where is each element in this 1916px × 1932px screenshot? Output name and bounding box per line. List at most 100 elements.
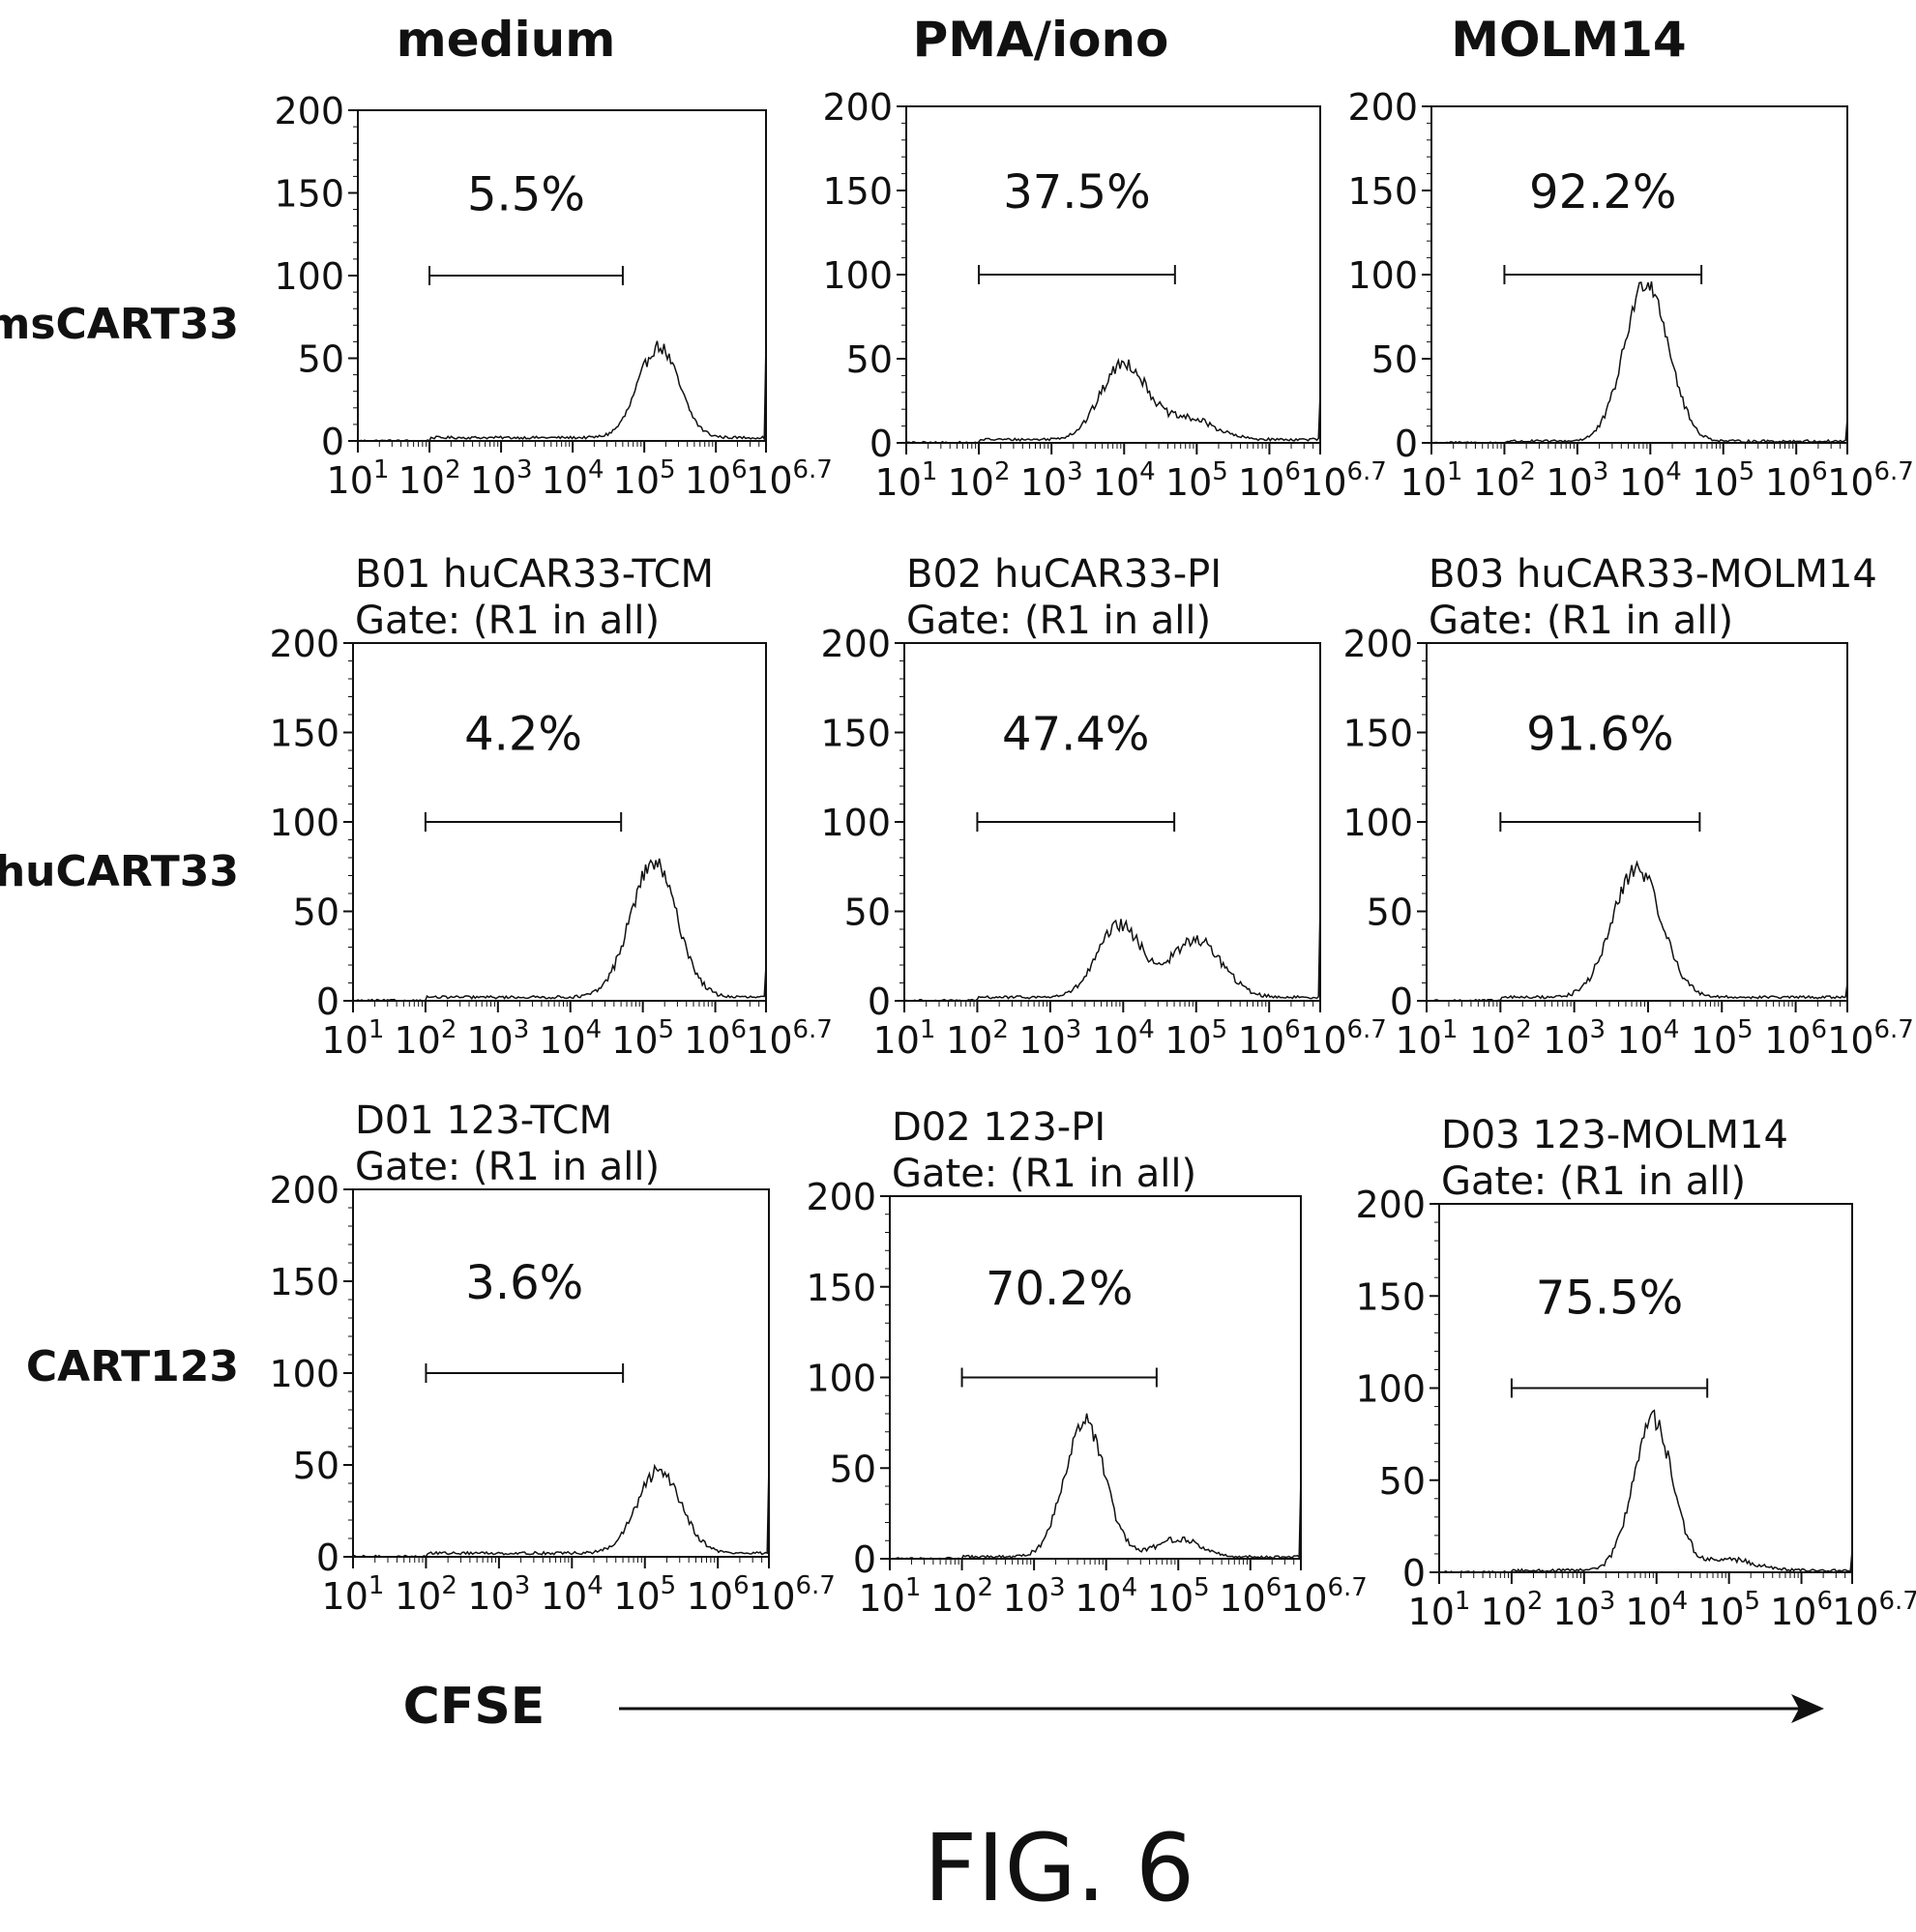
- x-tick-label: 102: [398, 455, 461, 502]
- x-tick-label: 106.7: [1300, 457, 1387, 504]
- panel-title-line: B03 huCAR33-MOLM14: [1429, 552, 1877, 597]
- x-tick-label: 102: [946, 1015, 1009, 1062]
- cfse-arrowhead-icon: [1791, 1694, 1824, 1723]
- gate-percentage-label: 4.2%: [464, 708, 582, 762]
- panel-title-line: B01 huCAR33-TCM: [355, 552, 714, 597]
- cfse-axis-indicator: CFSE: [403, 1678, 1824, 1736]
- row-label-hucart33: huCART33: [0, 847, 239, 896]
- y-tick-label: 150: [1355, 1275, 1426, 1318]
- y-tick-label: 50: [846, 338, 893, 381]
- x-tick-label: 105: [1147, 1573, 1210, 1620]
- x-tick-label: 103: [467, 1571, 530, 1618]
- x-tick-label: 106.7: [1827, 457, 1914, 504]
- row-labels: msCART33 huCART33 CART123: [0, 300, 239, 1391]
- y-tick-label: 0: [316, 1537, 339, 1579]
- column-title-pma-iono: PMA/iono: [913, 12, 1169, 68]
- x-tick-label: 103: [1018, 1015, 1081, 1062]
- x-tick-label: 106.7: [1281, 1573, 1368, 1620]
- x-tick-label: 103: [1546, 457, 1608, 504]
- y-tick-label: 50: [298, 338, 344, 381]
- x-tick-label: 104: [542, 455, 604, 502]
- row-label-cart123: CART123: [26, 1342, 239, 1391]
- x-tick-label: 106: [685, 455, 748, 502]
- y-tick-label: 50: [1379, 1460, 1426, 1503]
- panel-title-line: B02 huCAR33-PI: [906, 552, 1222, 597]
- x-tick-label: 104: [1625, 1587, 1688, 1633]
- column-titles: medium PMA/iono MOLM14: [397, 12, 1687, 68]
- histogram-trace: [1431, 280, 1848, 444]
- y-tick-label: 150: [806, 1267, 876, 1309]
- x-tick-label: 104: [539, 1015, 602, 1062]
- panel-title-line: Gate: (R1 in all): [892, 1152, 1196, 1196]
- gate-percentage-label: 47.4%: [1002, 708, 1149, 762]
- x-tick-label: 101: [322, 1015, 385, 1062]
- column-title-molm14: MOLM14: [1451, 12, 1686, 68]
- x-tick-label: 106: [1770, 1587, 1833, 1633]
- y-tick-label: 0: [1390, 981, 1413, 1023]
- histogram-panel-0-2: 0 50 100 150 200 101 102 103 104 105 106 106.7 92.2%: [1347, 86, 1913, 504]
- column-title-medium: medium: [397, 12, 616, 68]
- y-tick-label: 50: [1371, 338, 1418, 381]
- x-tick-label: 106.7: [1300, 1015, 1387, 1062]
- x-tick-label: 101: [859, 1573, 922, 1620]
- histogram-trace: [352, 858, 767, 1002]
- x-tick-label: 106: [687, 1571, 750, 1618]
- histogram-trace: [905, 357, 1321, 444]
- y-tick-label: 200: [820, 623, 891, 665]
- gate-percentage-label: 3.6%: [465, 1256, 583, 1310]
- y-tick-label: 200: [269, 623, 339, 665]
- x-tick-label: 102: [394, 1015, 457, 1062]
- y-tick-label: 50: [1367, 892, 1413, 934]
- y-tick-label: 100: [1342, 802, 1413, 844]
- gate-percentage-label: 91.6%: [1526, 708, 1673, 762]
- x-tick-label: 102: [395, 1571, 457, 1618]
- x-tick-label: 103: [466, 1015, 529, 1062]
- histogram-trace: [903, 902, 1321, 1002]
- gate-percentage-label: 75.5%: [1536, 1271, 1683, 1325]
- x-tick-label: 106.7: [1832, 1587, 1916, 1633]
- y-tick-label: 100: [806, 1358, 876, 1400]
- y-tick-label: 150: [274, 173, 344, 216]
- x-tick-label: 102: [1469, 1015, 1532, 1062]
- y-tick-label: 200: [822, 86, 893, 129]
- histogram-trace: [352, 1463, 770, 1559]
- gate-percentage-label: 5.5%: [467, 168, 585, 222]
- panel-title-line: Gate: (R1 in all): [355, 599, 660, 643]
- y-tick-label: 100: [1355, 1368, 1426, 1411]
- x-tick-label: 101: [1396, 1015, 1459, 1062]
- x-tick-label: 105: [1691, 1015, 1754, 1062]
- panel-title-line: Gate: (R1 in all): [355, 1145, 660, 1189]
- x-tick-label: 105: [1164, 1015, 1227, 1062]
- x-tick-label: 104: [1619, 457, 1682, 504]
- x-tick-label: 101: [875, 457, 938, 504]
- x-tick-label: 104: [1093, 457, 1156, 504]
- x-tick-label: 101: [322, 1571, 385, 1618]
- y-tick-label: 0: [868, 981, 891, 1023]
- y-tick-label: 0: [1395, 423, 1418, 465]
- cfse-label: CFSE: [403, 1678, 545, 1736]
- x-tick-label: 103: [1543, 1015, 1606, 1062]
- y-tick-label: 100: [274, 255, 344, 298]
- x-tick-label: 106.7: [746, 455, 833, 502]
- y-tick-label: 150: [269, 713, 339, 755]
- x-tick-label: 102: [1473, 457, 1536, 504]
- x-tick-label: 101: [1400, 457, 1463, 504]
- panel-title-line: D03 123-MOLM14: [1441, 1113, 1788, 1157]
- panel-title-line: Gate: (R1 in all): [1441, 1159, 1746, 1204]
- histogram-panel-0-1: 0 50 100 150 200 101 102 103 104 105 106 106.7 37.5%: [822, 86, 1386, 504]
- y-tick-label: 100: [269, 1353, 339, 1395]
- y-tick-label: 100: [1347, 254, 1418, 297]
- x-tick-label: 101: [327, 455, 390, 502]
- x-tick-label: 103: [1020, 457, 1083, 504]
- x-tick-label: 106: [1764, 1015, 1827, 1062]
- y-tick-label: 150: [820, 713, 891, 755]
- x-tick-label: 102: [930, 1573, 993, 1620]
- panel-title-line: D02 123-PI: [892, 1105, 1105, 1150]
- y-tick-label: 150: [1347, 170, 1418, 213]
